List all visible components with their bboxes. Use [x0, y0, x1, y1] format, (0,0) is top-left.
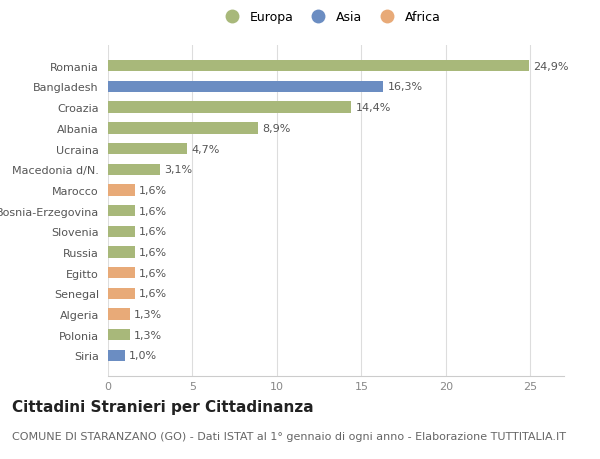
Bar: [108, 350, 125, 361]
Bar: [108, 247, 135, 258]
Bar: [108, 185, 135, 196]
Bar: [108, 288, 135, 299]
Text: 16,3%: 16,3%: [388, 82, 422, 92]
Text: Cittadini Stranieri per Cittadinanza: Cittadini Stranieri per Cittadinanza: [12, 399, 314, 414]
Bar: [108, 206, 135, 217]
Bar: [108, 226, 135, 237]
Bar: [108, 309, 130, 320]
Text: 1,6%: 1,6%: [139, 268, 167, 278]
Text: 1,6%: 1,6%: [139, 185, 167, 196]
Text: 3,1%: 3,1%: [164, 165, 193, 175]
Text: 1,3%: 1,3%: [134, 330, 163, 340]
Text: 24,9%: 24,9%: [533, 62, 568, 72]
Legend: Europa, Asia, Africa: Europa, Asia, Africa: [215, 6, 445, 29]
Text: 1,6%: 1,6%: [139, 247, 167, 257]
Bar: [108, 330, 130, 341]
Bar: [108, 82, 383, 93]
Bar: [108, 164, 160, 175]
Bar: [108, 61, 529, 72]
Text: 8,9%: 8,9%: [263, 123, 291, 134]
Bar: [108, 144, 187, 155]
Text: 1,6%: 1,6%: [139, 289, 167, 299]
Text: COMUNE DI STARANZANO (GO) - Dati ISTAT al 1° gennaio di ogni anno - Elaborazione: COMUNE DI STARANZANO (GO) - Dati ISTAT a…: [12, 431, 566, 442]
Text: 14,4%: 14,4%: [355, 103, 391, 113]
Bar: [108, 123, 259, 134]
Text: 1,6%: 1,6%: [139, 206, 167, 216]
Text: 1,6%: 1,6%: [139, 227, 167, 237]
Text: 1,0%: 1,0%: [129, 351, 157, 361]
Bar: [108, 102, 351, 113]
Text: 1,3%: 1,3%: [134, 309, 163, 319]
Text: 4,7%: 4,7%: [191, 144, 220, 154]
Bar: [108, 268, 135, 279]
